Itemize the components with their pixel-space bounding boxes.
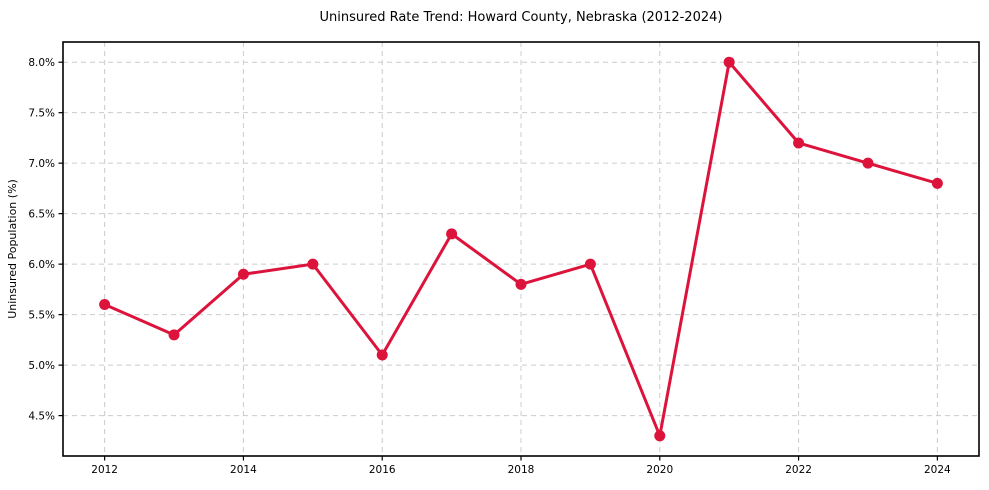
data-series [99, 56, 943, 442]
x-tick-label: 2020 [646, 464, 673, 476]
y-tick-label: 8.0% [28, 57, 55, 69]
y-tick-label: 5.5% [28, 309, 55, 321]
data-point-2024 [931, 177, 943, 189]
x-tick-label: 2012 [91, 464, 118, 476]
y-tick-label: 7.5% [28, 107, 55, 119]
data-point-2019 [584, 258, 596, 270]
y-tick-label: 4.5% [28, 410, 55, 422]
y-tick-label: 5.0% [28, 360, 55, 372]
data-point-2016 [376, 349, 388, 361]
y-tick-label: 6.0% [28, 259, 55, 271]
data-point-2022 [793, 137, 805, 149]
x-tick-label: 2014 [230, 464, 257, 476]
x-tick-label: 2022 [785, 464, 812, 476]
tick-marks [58, 61, 938, 461]
chart-title: Uninsured Rate Trend: Howard County, Neb… [320, 10, 723, 25]
gridlines [63, 42, 979, 456]
data-point-2013 [168, 329, 180, 341]
data-point-2017 [446, 228, 458, 240]
data-point-2023 [862, 157, 874, 169]
x-tick-label: 2018 [508, 464, 535, 476]
x-tick-label: 2016 [369, 464, 396, 476]
data-point-2015 [307, 258, 319, 270]
y-axis-label: Uninsured Population (%) [6, 179, 19, 319]
y-tick-label: 6.5% [28, 208, 55, 220]
y-tick-label: 7.0% [28, 158, 55, 170]
data-point-2012 [99, 299, 111, 311]
x-tick-label: 2024 [924, 464, 951, 476]
tick-labels: 4.5% 5.0% 5.5% 6.0% 6.5% 7.0% 7.5% 8.0% 2012 2014… [28, 57, 951, 476]
data-point-2014 [237, 268, 249, 280]
data-point-2018 [515, 278, 527, 290]
data-point-2020 [654, 430, 666, 442]
data-point-2021 [723, 56, 735, 68]
